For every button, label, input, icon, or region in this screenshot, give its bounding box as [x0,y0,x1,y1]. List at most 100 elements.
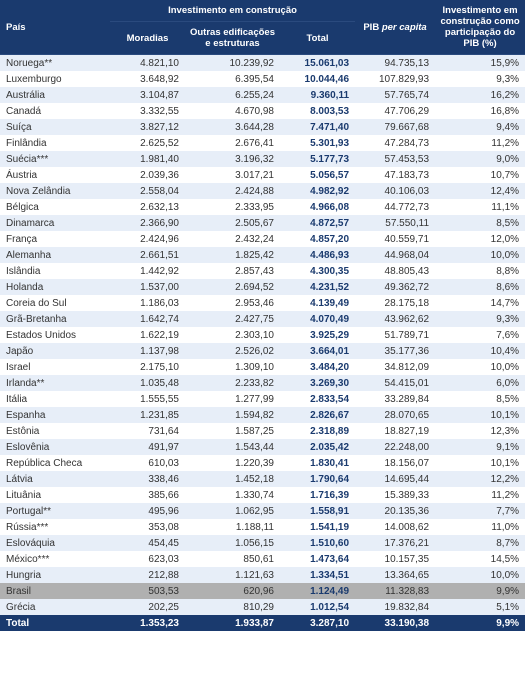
cell-pib: 22.248,00 [355,439,435,455]
cell-pais: Portugal** [0,503,110,519]
cell-pib: 14.695,44 [355,471,435,487]
table-header: País Investimento em construção PIB per … [0,0,525,55]
cell-pais: Alemanha [0,247,110,263]
header-pais: País [0,0,110,55]
cell-outras: 4.670,98 [185,103,280,119]
cell-pib: 20.135,36 [355,503,435,519]
cell-outras: 6.395,54 [185,71,280,87]
cell-outras: 2.303,10 [185,327,280,343]
table-body: Noruega**4.821,1010.239,9215.061,0394.73… [0,55,525,632]
cell-moradias: 338,46 [110,471,185,487]
cell-pais: Islândia [0,263,110,279]
header-participacao: Investimento em construção como particip… [435,0,525,55]
cell-total: 9.360,11 [280,87,355,103]
cell-pib: 49.362,72 [355,279,435,295]
cell-total: 7.471,40 [280,119,355,135]
header-investimento-group: Investimento em construção [110,0,355,22]
header-outras: Outras edificações e estruturas [185,22,280,55]
table-row: Lituânia385,661.330,741.716,3915.389,331… [0,487,525,503]
cell-total: 3.269,30 [280,375,355,391]
cell-pct: 8,5% [435,391,525,407]
cell-pais: Suíça [0,119,110,135]
cell-moradias: 353,08 [110,519,185,535]
cell-pct: 10,0% [435,359,525,375]
table-row: Bélgica2.632,132.333,954.966,0844.772,73… [0,199,525,215]
cell-total: 1.012,54 [280,599,355,615]
table-row: Portugal**495,961.062,951.558,9120.135,3… [0,503,525,519]
cell-moradias: 2.625,52 [110,135,185,151]
cell-total: 1.558,91 [280,503,355,519]
table-row: Israel2.175,101.309,103.484,2034.812,091… [0,359,525,375]
cell-pais: Espanha [0,407,110,423]
cell-pct: 10,0% [435,247,525,263]
cell-outras: 6.255,24 [185,87,280,103]
cell-total: 4.966,08 [280,199,355,215]
cell-total: 2.833,54 [280,391,355,407]
cell-pais: Hungria [0,567,110,583]
cell-total: 5.301,93 [280,135,355,151]
cell-pais: Áustria [0,167,110,183]
cell-pct: 12,3% [435,423,525,439]
table-row: Coreia do Sul1.186,032.953,464.139,4928.… [0,295,525,311]
cell-pct: 14,7% [435,295,525,311]
cell-pct: 10,0% [435,567,525,583]
cell-pct: 10,1% [435,455,525,471]
cell-moradias: 495,96 [110,503,185,519]
cell-moradias: 2.558,04 [110,183,185,199]
table-row: Látvia338,461.452,181.790,6414.695,4412,… [0,471,525,487]
cell-pais: Brasil [0,583,110,599]
cell-pais: Eslováquia [0,535,110,551]
cell-pib: 51.789,71 [355,327,435,343]
cell-pib: 28.175,18 [355,295,435,311]
cell-total: 4.872,57 [280,215,355,231]
table-row: Nova Zelândia2.558,042.424,884.982,9240.… [0,183,525,199]
cell-moradias: 610,03 [110,455,185,471]
table-row: Irlanda**1.035,482.233,823.269,3054.415,… [0,375,525,391]
cell-pct: 11,0% [435,519,525,535]
table-row: Alemanha2.661,511.825,424.486,9344.968,0… [0,247,525,263]
cell-outras: 3.196,32 [185,151,280,167]
table-row: Canadá3.332,554.670,988.003,5347.706,291… [0,103,525,119]
cell-pct: 8,6% [435,279,525,295]
cell-moradias: 2.175,10 [110,359,185,375]
cell-total: 1.473,64 [280,551,355,567]
cell-pib: 19.832,84 [355,599,435,615]
cell-pib: 40.106,03 [355,183,435,199]
cell-pib: 18.827,19 [355,423,435,439]
cell-pib: 47.183,73 [355,167,435,183]
cell-moradias: 4.821,10 [110,55,185,72]
table-row: Grécia202,25810,291.012,5419.832,845,1% [0,599,525,615]
cell-pct: 16,2% [435,87,525,103]
cell-pct: 5,1% [435,599,525,615]
cell-moradias: 1.442,92 [110,263,185,279]
cell-pct: 6,0% [435,375,525,391]
cell-pais: Israel [0,359,110,375]
cell-pais: Grã-Bretanha [0,311,110,327]
cell-outras: 2.953,46 [185,295,280,311]
cell-pais: Nova Zelândia [0,183,110,199]
cell-moradias: 3.332,55 [110,103,185,119]
cell-pib: 48.805,43 [355,263,435,279]
cell-pais: Holanda [0,279,110,295]
cell-pais: Canadá [0,103,110,119]
table-row: Suécia***1.981,403.196,325.177,7357.453,… [0,151,525,167]
cell-pct: 8,8% [435,263,525,279]
cell-pib: 57.765,74 [355,87,435,103]
cell-pct: 14,5% [435,551,525,567]
table-row: França2.424,962.432,244.857,2040.559,711… [0,231,525,247]
cell-outras: 1.587,25 [185,423,280,439]
cell-pais: Luxemburgo [0,71,110,87]
cell-pais: Bélgica [0,199,110,215]
table-row: República Checa610,031.220,391.830,4118.… [0,455,525,471]
cell-outras: 3.017,21 [185,167,280,183]
cell-outras: 3.644,28 [185,119,280,135]
cell-outras: 1.056,15 [185,535,280,551]
cell-pct: 8,5% [435,215,525,231]
cell-pib: 54.415,01 [355,375,435,391]
cell-pib: 44.772,73 [355,199,435,215]
cell-outras: 2.857,43 [185,263,280,279]
cell-outras: 2.694,52 [185,279,280,295]
cell-pib: 14.008,62 [355,519,435,535]
table-row: Áustria2.039,363.017,215.056,5747.183,73… [0,167,525,183]
cell-outras: 2.526,02 [185,343,280,359]
